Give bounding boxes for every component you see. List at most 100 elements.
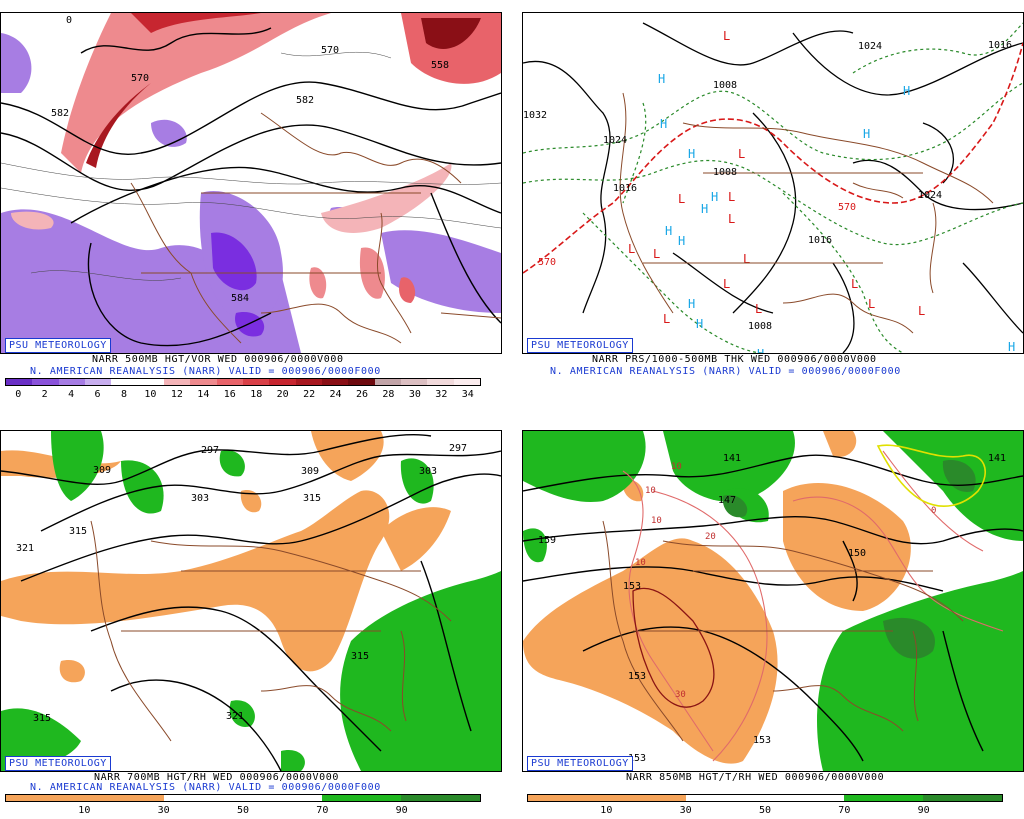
svg-text:315: 315: [351, 651, 369, 662]
contour-label-group: 570 582 582 584 558 570 0: [51, 15, 449, 304]
svg-text:1016: 1016: [808, 235, 832, 246]
scale-tick-label: 14: [197, 389, 210, 400]
svg-text:L: L: [653, 247, 660, 261]
moist-shading: [1, 431, 501, 771]
svg-text:570: 570: [131, 73, 149, 84]
svg-text:309: 309: [93, 465, 111, 476]
svg-text:H: H: [701, 202, 708, 216]
psu-meteorology-badge: PSU METEOROLOGY: [5, 338, 111, 353]
svg-text:10: 10: [645, 486, 656, 496]
coastlines-and-borders: [602, 520, 964, 742]
scale-tick-label: 18: [250, 389, 263, 400]
psu-meteorology-badge: PSU METEOROLOGY: [5, 756, 111, 771]
color-scale-swatch: [216, 379, 243, 385]
svg-text:L: L: [738, 147, 745, 161]
scale-tick-label: 30: [408, 389, 421, 400]
svg-text:H: H: [658, 72, 665, 86]
scale-tick-label: 0: [15, 389, 22, 400]
svg-text:1024: 1024: [918, 190, 942, 201]
svg-text:153: 153: [628, 671, 646, 682]
vorticity-scale-ticks: 0 2 4 6 8 10 12 14 16 18 20 22 24 26 28 30 32 34: [5, 389, 481, 403]
panel-surface-pressure-thickness: H H H H H H H H H H H H H L L L L L L L: [522, 0, 1024, 408]
scale-tick-label: 22: [303, 389, 316, 400]
scale-tick-label: 90: [395, 805, 408, 816]
map-850mb: 141 147 153 159 150 153 153 153 141 10 1…: [522, 430, 1024, 772]
dry-shading: [523, 431, 911, 764]
svg-text:159: 159: [538, 535, 556, 546]
color-scale-swatch: [269, 379, 296, 385]
coastlines-and-borders: [619, 92, 994, 334]
svg-text:H: H: [665, 224, 672, 238]
svg-text:321: 321: [16, 543, 34, 554]
svg-text:297: 297: [201, 445, 219, 456]
svg-text:L: L: [918, 304, 925, 318]
chart-title-line2: N. AMERICAN REANALYSIS (NARR) VALID = 00…: [30, 366, 381, 377]
panel-850mb-temp-rh: 141 147 153 159 150 153 153 153 141 10 1…: [522, 418, 1024, 819]
map-700mb-rh: 309 297 303 309 297 303 315 321 315 315 …: [0, 430, 502, 772]
height-contours: [1, 27, 501, 347]
map-500mb-vorticity: 570 582 582 584 558 570 0 PSU METEOROLOG…: [0, 12, 502, 354]
svg-text:315: 315: [33, 713, 51, 724]
svg-text:303: 303: [419, 466, 437, 477]
scale-tick-label: 2: [41, 389, 48, 400]
positive-vorticity-shading: [11, 13, 501, 303]
svg-text:10: 10: [671, 462, 682, 472]
svg-text:H: H: [863, 127, 870, 141]
scale-tick-label: 8: [120, 389, 128, 400]
color-scale-swatch: [427, 379, 454, 385]
svg-text:321: 321: [226, 711, 244, 722]
scale-tick-label: 10: [600, 805, 613, 816]
svg-text:1008: 1008: [713, 80, 737, 91]
chart-title-line1: NARR 700MB HGT/RH WED 000906/0000V000: [94, 772, 339, 783]
scale-tick-label: 6: [94, 389, 101, 400]
svg-text:1008: 1008: [713, 167, 737, 178]
psu-meteorology-badge: PSU METEOROLOGY: [527, 756, 633, 771]
svg-text:297: 297: [449, 443, 467, 454]
scale-tick-label: 4: [68, 389, 75, 400]
scale-tick-label: 10: [78, 805, 91, 816]
chart-title-line1: NARR 500MB HGT/VOR WED 000906/0000V000: [92, 354, 344, 365]
svg-text:1032: 1032: [523, 110, 547, 121]
scale-tick-label: 28: [382, 389, 395, 400]
scale-tick-label: 16: [223, 389, 236, 400]
zero-isotherm: [876, 444, 987, 507]
height-contours: [1, 433, 501, 771]
svg-text:L: L: [723, 277, 730, 291]
scale-tick-label: 24: [329, 389, 342, 400]
svg-text:570: 570: [321, 45, 339, 56]
isobar-labels: 1008 1024 1032 1024 1008 1016 1008 1016 …: [523, 40, 1012, 332]
temperature-labels: 10 10 10 20 10 30 0: [635, 462, 936, 700]
svg-text:582: 582: [296, 95, 314, 106]
svg-text:1016: 1016: [988, 40, 1012, 51]
svg-text:H: H: [688, 147, 695, 161]
svg-text:L: L: [723, 29, 730, 43]
svg-text:309: 309: [301, 466, 319, 477]
svg-text:H: H: [1008, 340, 1015, 353]
psu-meteorology-badge: PSU METEOROLOGY: [527, 338, 633, 353]
color-scale-swatch: [84, 379, 112, 385]
rh-scale-ticks: 10 30 50 70 90: [527, 805, 1003, 819]
svg-text:1024: 1024: [858, 41, 882, 52]
color-scale-swatch: [163, 379, 191, 385]
svg-text:L: L: [755, 302, 762, 316]
color-scale-swatch: [374, 379, 401, 385]
pressure-centers: H H H H H H H H H H H H H L L L L L L L: [628, 29, 1015, 353]
svg-text:10: 10: [651, 516, 662, 526]
svg-text:H: H: [903, 84, 910, 98]
svg-text:L: L: [628, 242, 635, 256]
svg-text:H: H: [696, 317, 703, 331]
scale-tick-label: 30: [157, 805, 170, 816]
svg-text:H: H: [711, 190, 718, 204]
svg-text:L: L: [868, 297, 875, 311]
svg-text:L: L: [728, 190, 735, 204]
svg-text:584: 584: [231, 293, 249, 304]
color-scale-swatch: [400, 379, 428, 385]
svg-text:L: L: [678, 192, 685, 206]
contour-labels: 309 297 303 309 297 303 315 321 315 315 …: [16, 443, 467, 724]
color-scale-swatch: [190, 379, 217, 385]
scale-tick-label: 50: [758, 805, 772, 816]
panel-500mb-vorticity: 570 582 582 584 558 570 0 PSU METEOROLOG…: [0, 0, 512, 408]
svg-text:1008: 1008: [748, 321, 772, 332]
vorticity-contours: [1, 51, 501, 281]
svg-text:558: 558: [431, 60, 449, 71]
